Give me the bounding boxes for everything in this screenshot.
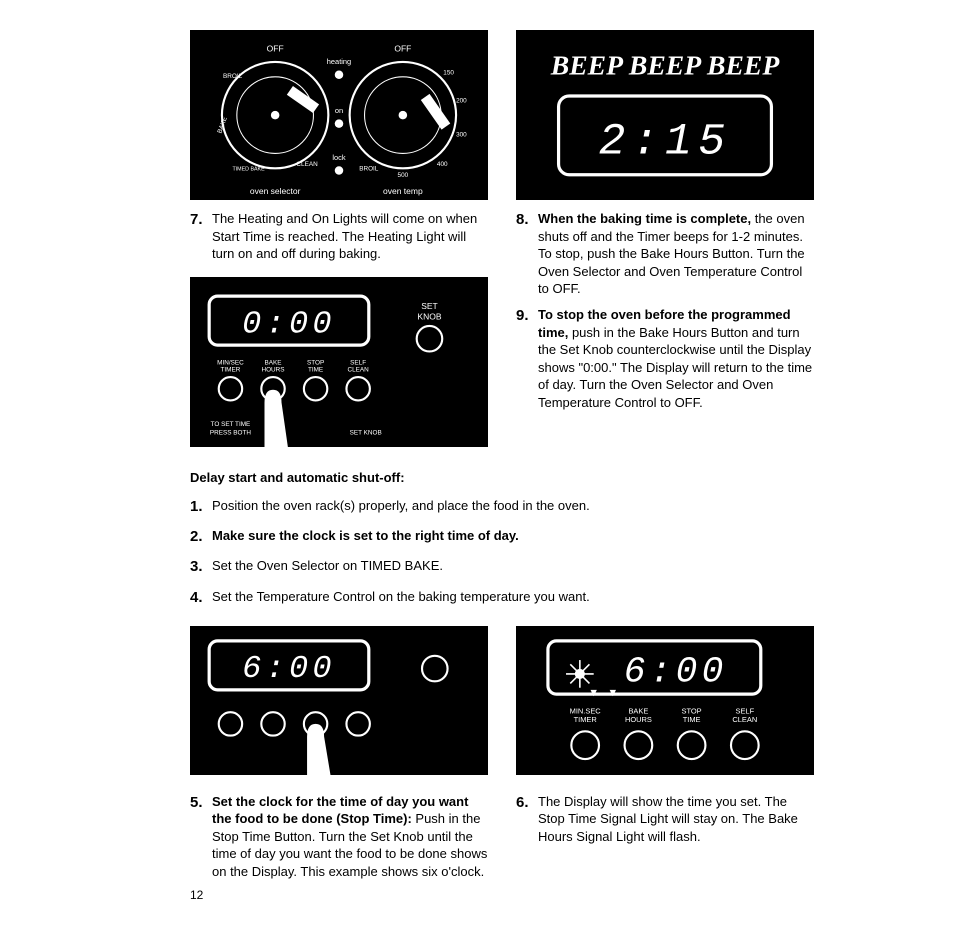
panel-beep: BEEP BEEP BEEP 2:15 xyxy=(516,30,814,200)
svg-text:6:00: 6:00 xyxy=(624,651,728,692)
row-panels-600: 6:00 xyxy=(190,626,814,785)
svg-text:200: 200 xyxy=(456,97,467,104)
step-7: 7. The Heating and On Lights will come o… xyxy=(190,210,488,263)
step-6: 6. The Display will show the time you se… xyxy=(516,793,814,846)
steps-1-4: 1. Position the oven rack(s) properly, a… xyxy=(190,497,814,608)
step-9: 9. To stop the oven before the programme… xyxy=(516,306,814,411)
svg-text:on: on xyxy=(335,106,343,115)
panel-display-600-b: 6:00 MIN.SECTIMER BAKEHOURS STOPTIME SEL… xyxy=(516,626,814,775)
section-heading: Delay start and automatic shut-off: xyxy=(190,469,814,487)
svg-text:OFF: OFF xyxy=(394,43,411,53)
svg-text:SELF: SELF xyxy=(350,359,366,366)
step-3: 3. Set the Oven Selector on TIMED BAKE. xyxy=(190,557,814,577)
svg-text:HOURS: HOURS xyxy=(262,367,285,374)
svg-text:SET: SET xyxy=(421,301,438,311)
panel-oven-dials: OFF BROIL BAKE TIMED BAKE CLEAN OFF 150 … xyxy=(190,30,488,200)
svg-text:TIME: TIME xyxy=(683,715,701,724)
panel-display-600-a: 6:00 xyxy=(190,626,488,775)
svg-text:KNOB: KNOB xyxy=(417,311,441,321)
svg-text:2:15: 2:15 xyxy=(599,117,732,167)
svg-text:BROIL: BROIL xyxy=(359,165,379,172)
step-2: 2. Make sure the clock is set to the rig… xyxy=(190,527,814,547)
svg-text:heating: heating xyxy=(327,57,351,66)
step-number: 7. xyxy=(190,210,206,263)
svg-text:6:00: 6:00 xyxy=(242,650,336,687)
step-number: 9. xyxy=(516,306,532,411)
step-4: 4. Set the Temperature Control on the ba… xyxy=(190,588,814,608)
svg-text:TO SET TIME: TO SET TIME xyxy=(211,421,251,428)
svg-text:HOURS: HOURS xyxy=(625,715,652,724)
svg-text:300: 300 xyxy=(456,131,467,138)
page-number: 12 xyxy=(190,887,203,903)
svg-text:oven temp: oven temp xyxy=(383,186,423,196)
manual-page: OFF BROIL BAKE TIMED BAKE CLEAN OFF 150 … xyxy=(0,0,954,933)
svg-text:CLEAN: CLEAN xyxy=(348,367,370,374)
step-number: 8. xyxy=(516,210,532,298)
svg-text:PRESS BOTH: PRESS BOTH xyxy=(210,429,251,436)
step-5: 5. Set the clock for the time of day you… xyxy=(190,793,488,881)
row-steps-56: 5. Set the clock for the time of day you… xyxy=(190,793,814,889)
row-steps-789: 7. The Heating and On Lights will come o… xyxy=(190,210,814,457)
row-panels-top: OFF BROIL BAKE TIMED BAKE CLEAN OFF 150 … xyxy=(190,30,814,210)
svg-text:CLEAN: CLEAN xyxy=(732,715,757,724)
svg-text:CLEAN: CLEAN xyxy=(296,161,318,168)
svg-text:TIMED BAKE: TIMED BAKE xyxy=(232,166,265,172)
svg-text:0:00: 0:00 xyxy=(242,305,336,342)
svg-text:BAKE: BAKE xyxy=(265,359,282,366)
svg-text:SET KNOB: SET KNOB xyxy=(350,429,382,436)
svg-text:lock: lock xyxy=(332,153,346,162)
panel-display-000: 0:00 SET KNOB MIN/SECTIMER BAKEHOURS STO… xyxy=(190,277,488,447)
svg-text:BEEP BEEP BEEP: BEEP BEEP BEEP xyxy=(550,50,781,81)
step-body: To stop the oven before the programmed t… xyxy=(538,306,814,411)
svg-text:150: 150 xyxy=(443,70,454,77)
svg-text:OFF: OFF xyxy=(267,43,284,53)
svg-text:400: 400 xyxy=(437,161,448,168)
step-body: When the baking time is complete, the ov… xyxy=(538,210,814,298)
svg-text:MIN/SEC: MIN/SEC xyxy=(217,359,244,366)
svg-text:500: 500 xyxy=(398,172,409,179)
svg-text:STOP: STOP xyxy=(307,359,324,366)
step-1: 1. Position the oven rack(s) properly, a… xyxy=(190,497,814,517)
svg-text:BROIL: BROIL xyxy=(223,73,243,80)
svg-text:TIMER: TIMER xyxy=(574,715,598,724)
svg-text:TIME: TIME xyxy=(308,367,323,374)
step-body: The Heating and On Lights will come on w… xyxy=(212,210,488,263)
svg-text:TIMER: TIMER xyxy=(221,367,241,374)
svg-text:oven selector: oven selector xyxy=(250,186,301,196)
step-8: 8. When the baking time is complete, the… xyxy=(516,210,814,298)
